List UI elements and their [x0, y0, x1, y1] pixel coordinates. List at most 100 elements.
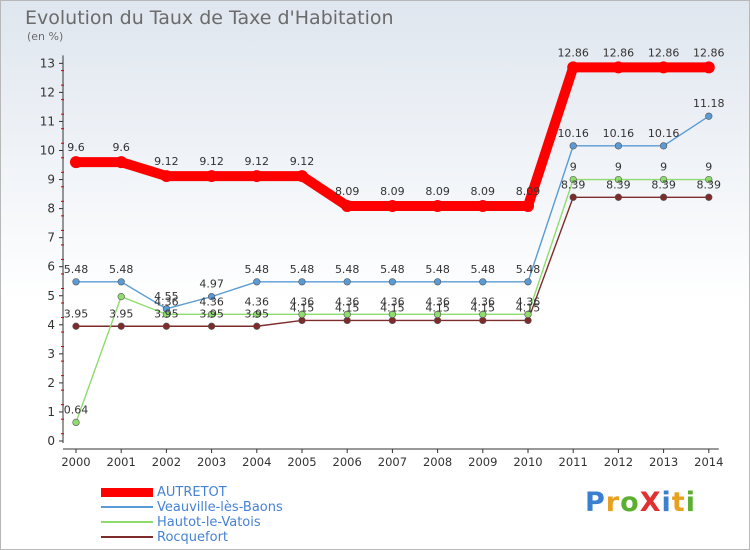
y-tick-label: 10	[40, 144, 55, 158]
data-label: 4.36	[154, 295, 179, 308]
x-tick-label: 2014	[694, 455, 723, 469]
proxiti-logo: ProXiti	[585, 487, 696, 518]
data-label: 4.55	[154, 290, 179, 303]
data-point	[72, 322, 80, 330]
data-label: 12.86	[693, 46, 725, 59]
data-point	[476, 199, 489, 212]
x-tick-label: 2001	[107, 455, 136, 469]
y-tick-label: 7	[47, 231, 55, 245]
data-point	[343, 316, 351, 325]
data-point	[705, 193, 713, 201]
data-point	[343, 310, 351, 318]
data-label: 9.6	[67, 141, 85, 154]
data-point	[434, 278, 442, 286]
data-label: 4.36	[425, 295, 450, 308]
data-point	[659, 142, 668, 150]
data-label: 8.09	[471, 185, 496, 198]
data-point	[253, 322, 261, 330]
y-tick-label: 5	[47, 289, 55, 303]
data-label: 9.6	[112, 141, 130, 154]
data-point	[117, 322, 125, 330]
logo-letter: X	[639, 487, 662, 518]
data-label: 8.09	[425, 185, 450, 198]
data-point	[388, 310, 397, 318]
data-label: 10.16	[603, 127, 635, 140]
logo-letter: i	[661, 487, 672, 518]
y-tick-label: 4	[47, 318, 55, 332]
data-point	[657, 61, 670, 74]
data-label: 8.09	[516, 185, 541, 198]
data-label: 5.48	[109, 263, 134, 276]
data-point	[208, 293, 216, 301]
y-tick-label: 0	[47, 434, 55, 448]
data-point	[705, 112, 713, 120]
data-point	[524, 278, 532, 286]
data-point	[341, 199, 354, 212]
data-label: 5.48	[335, 263, 360, 276]
data-label: 4.15	[290, 301, 315, 314]
data-point	[388, 316, 397, 325]
data-label: 10.16	[557, 127, 589, 140]
data-label: 4.36	[335, 295, 360, 308]
data-point	[569, 142, 577, 150]
x-tick-label: 2004	[242, 455, 271, 469]
x-tick-label: 2010	[513, 455, 542, 469]
data-point	[659, 193, 668, 201]
data-label: 4.15	[516, 301, 541, 314]
data-label: 12.86	[648, 46, 680, 59]
data-point	[160, 170, 173, 183]
legend-swatch	[101, 487, 153, 497]
logo-letter: t	[671, 487, 686, 518]
data-label: 4.15	[335, 301, 360, 314]
y-tick-label: 8	[47, 202, 55, 216]
y-tick-label: 13	[40, 56, 55, 70]
data-point	[705, 175, 713, 184]
legend-label: Rocquefort	[157, 530, 229, 545]
y-tick-label: 9	[47, 173, 55, 187]
data-label: 9	[705, 161, 712, 174]
data-label: 3.95	[154, 307, 179, 320]
data-point	[431, 199, 444, 212]
data-point	[162, 322, 170, 330]
data-point	[205, 170, 218, 183]
data-label: 4.36	[471, 295, 496, 308]
data-point	[522, 199, 534, 212]
data-point	[250, 170, 263, 183]
x-tick-label: 2007	[378, 455, 407, 469]
data-label: 5.48	[425, 263, 450, 276]
chart-subtitle: (en %)	[27, 30, 64, 43]
data-point	[524, 310, 532, 318]
logo-letter: o	[620, 487, 640, 518]
data-label: 5.48	[64, 263, 89, 276]
data-label: 8.39	[561, 178, 586, 191]
data-label: 11.18	[693, 97, 725, 110]
data-label: 4.15	[425, 301, 450, 314]
data-point	[567, 61, 580, 74]
data-point	[614, 193, 623, 201]
data-label: 8.39	[651, 178, 676, 191]
data-point	[386, 199, 399, 212]
y-tick-label: 2	[47, 376, 55, 390]
data-point	[115, 156, 128, 169]
data-label: 9.12	[154, 155, 179, 168]
data-point	[296, 170, 308, 183]
x-tick-label: 2003	[197, 455, 226, 469]
data-point	[72, 278, 80, 286]
data-label: 9.12	[199, 155, 224, 168]
data-label: 8.39	[606, 178, 631, 191]
x-tick-label: 2006	[333, 455, 362, 469]
data-label: 8.39	[697, 178, 722, 191]
chart-title: Evolution du Taux de Taxe d'Habitation	[25, 7, 394, 29]
data-point	[208, 310, 216, 318]
data-point	[72, 418, 80, 427]
data-label: 5.48	[245, 263, 270, 276]
data-point	[479, 310, 487, 318]
data-label: 4.97	[199, 278, 224, 291]
data-point	[253, 310, 261, 318]
y-tick-label: 1	[47, 405, 55, 419]
legend-label: AUTRETOT	[157, 485, 227, 500]
x-tick-label: 2011	[559, 455, 588, 469]
data-label: 3.95	[245, 307, 270, 320]
data-label: 0.64	[64, 403, 89, 416]
data-point	[117, 278, 125, 286]
